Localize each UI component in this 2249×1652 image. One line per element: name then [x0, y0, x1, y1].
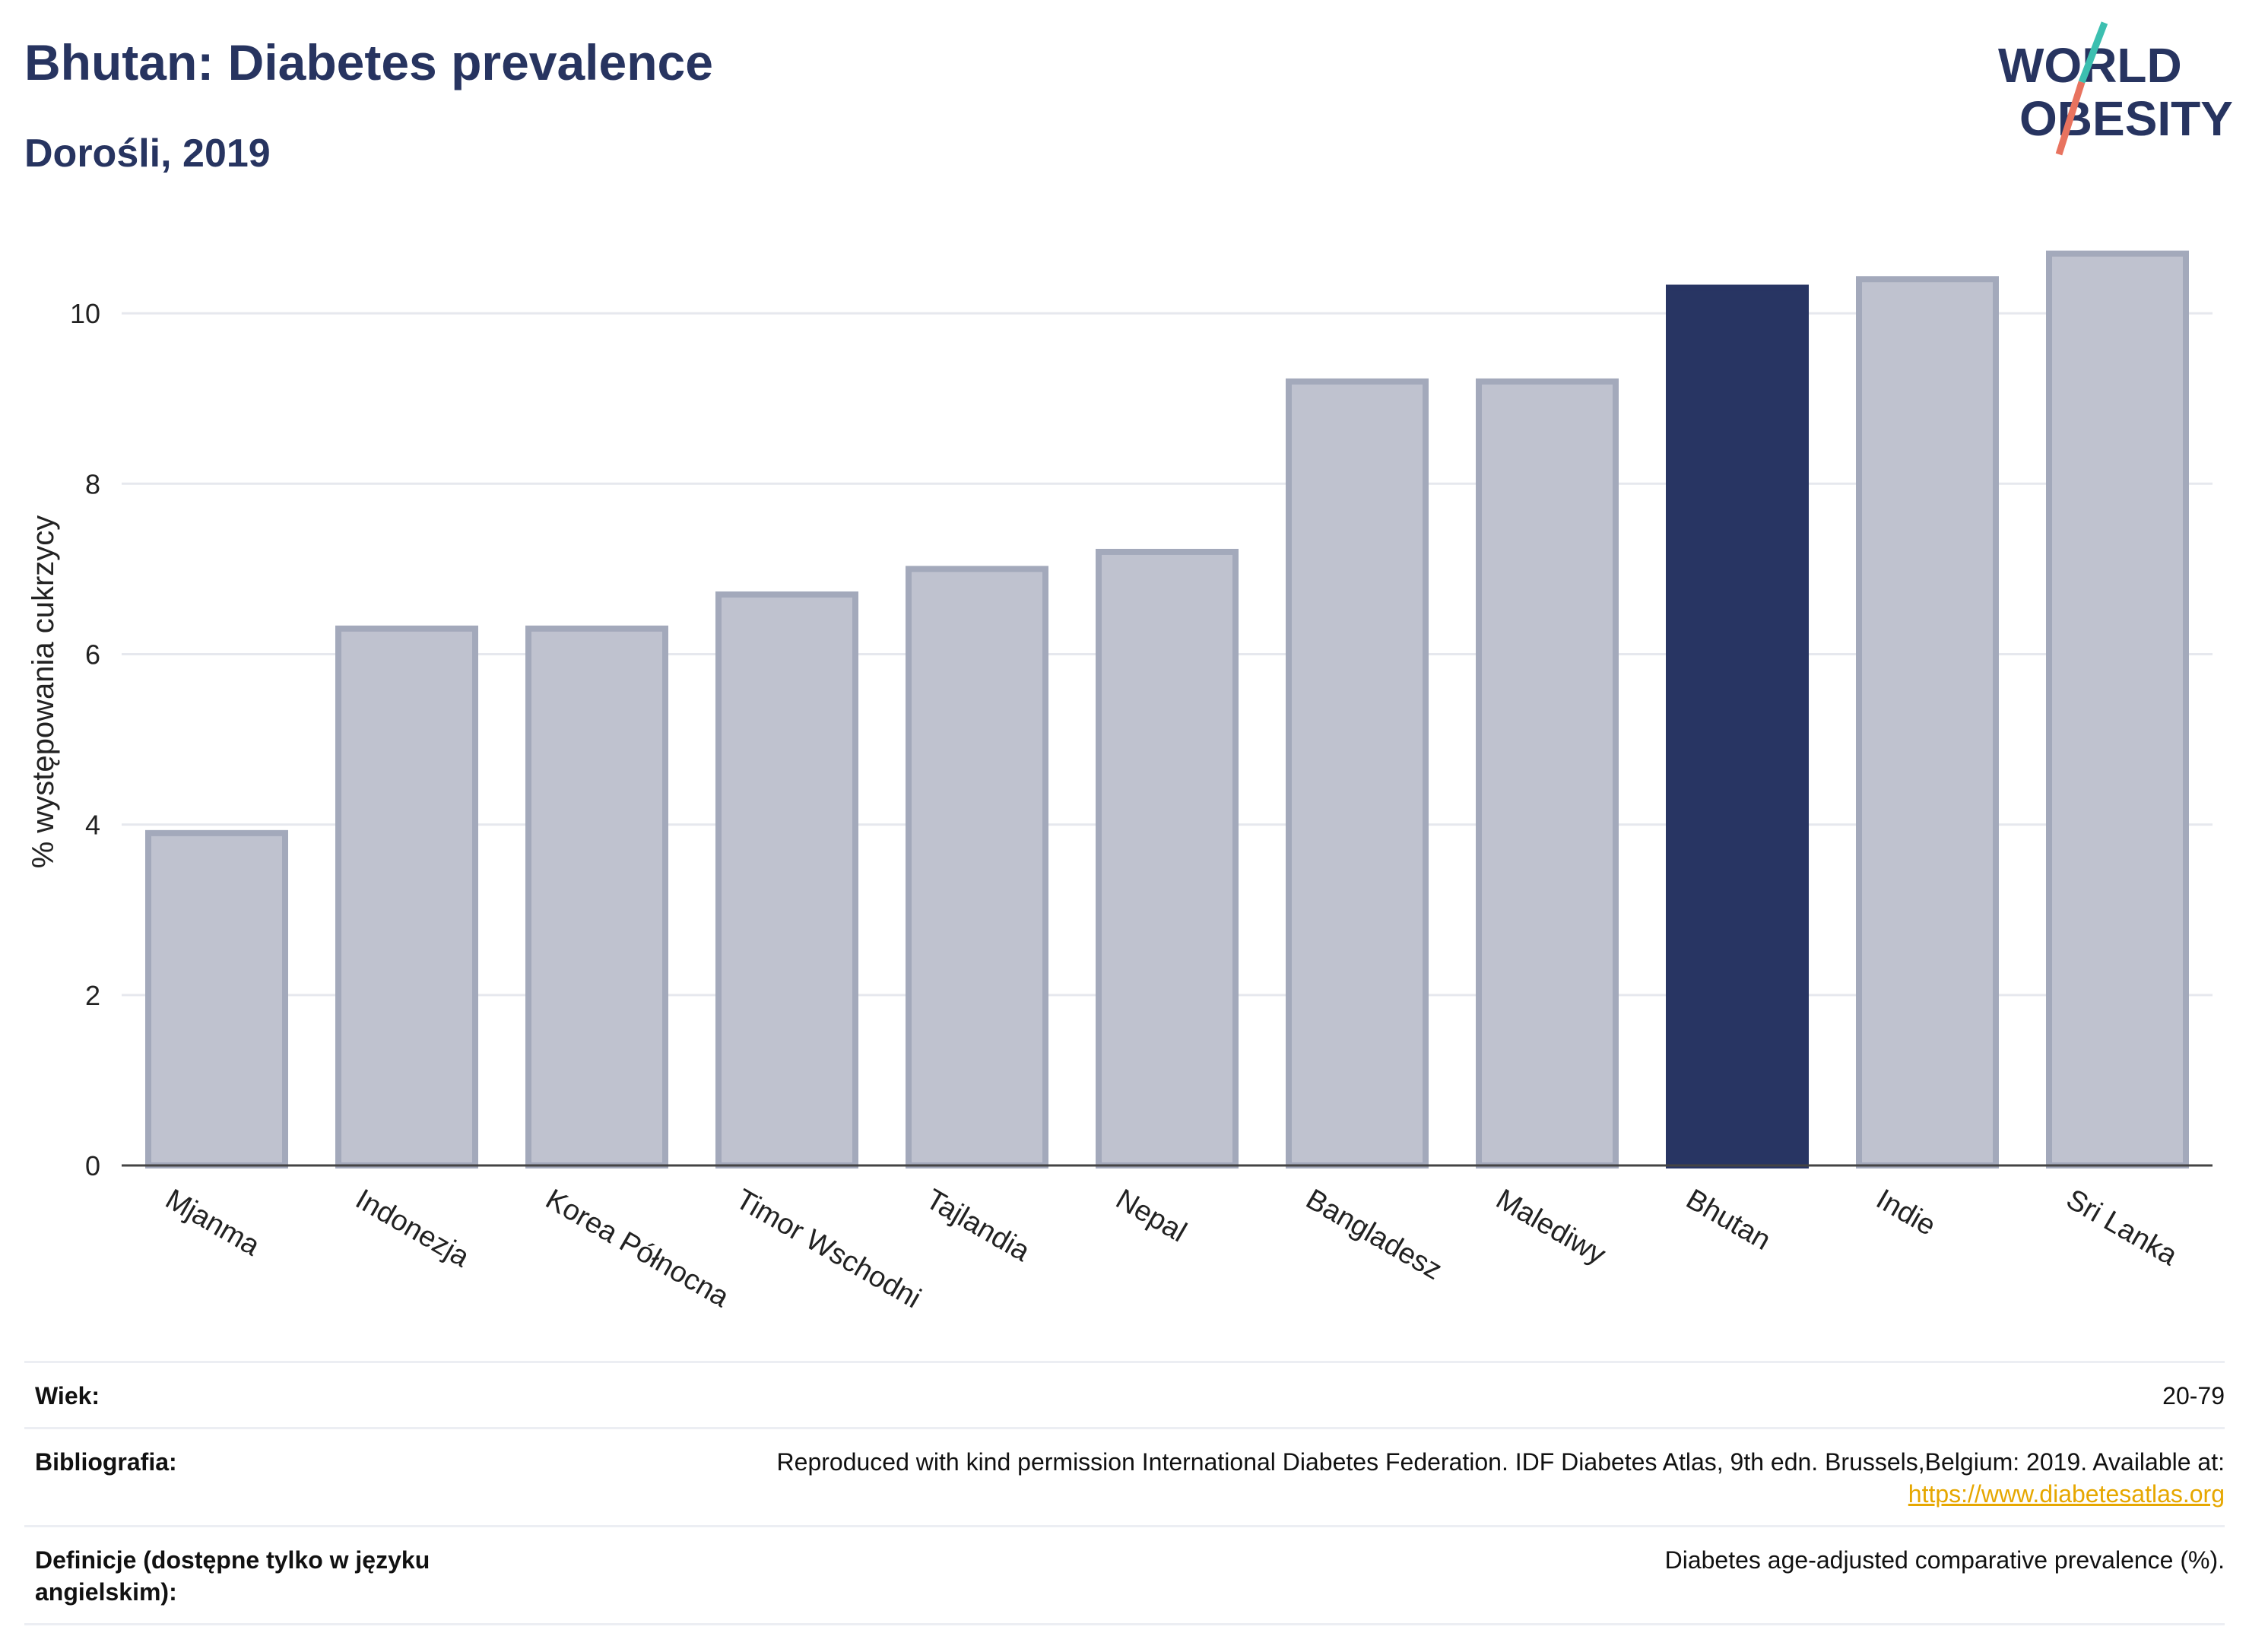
bar — [145, 829, 288, 1168]
chart-title: Bhutan: Diabetes prevalence — [24, 34, 713, 90]
meta-row-definition: Definicje (dostępne tylko w języku angie… — [24, 1525, 2225, 1625]
x-tick-label: Nepal — [1111, 1183, 1192, 1248]
y-tick-label: 10 — [70, 298, 100, 329]
meta-label: Bibliografia: — [35, 1448, 177, 1476]
bar — [1096, 548, 1239, 1168]
bar — [335, 625, 478, 1168]
y-tick-labels: 0 2 4 6 8 10 — [70, 298, 100, 1181]
diabetesatlas-link[interactable]: https://www.diabetesatlas.org — [1908, 1480, 2225, 1508]
x-tick-label: Tajlandia — [921, 1183, 1036, 1268]
bar-highlight — [1666, 284, 1809, 1168]
bar — [1286, 378, 1429, 1168]
meta-row-age: Wiek: 20-79 — [24, 1361, 2225, 1427]
bar — [1476, 378, 1619, 1168]
bars — [145, 250, 2189, 1169]
bar — [2046, 250, 2189, 1168]
x-tick-label: Bhutan — [1681, 1183, 1776, 1257]
y-tick-label: 6 — [85, 639, 100, 670]
svg-text:OBESITY: OBESITY — [2019, 91, 2233, 146]
bar — [906, 566, 1048, 1168]
meta-label: Definicje (dostępne tylko w języku angie… — [35, 1546, 430, 1606]
x-tick-label: Malediwy — [1491, 1183, 1611, 1271]
x-tick-label: Indie — [1871, 1183, 1941, 1242]
x-tick-label: Indonezja — [351, 1183, 475, 1273]
y-tick-label: 8 — [85, 468, 100, 499]
meta-value: Diabetes age-adjusted comparative preval… — [1664, 1546, 2225, 1574]
x-tick-label: Bangladesz — [1301, 1183, 1448, 1286]
x-tick-label: Mjanma — [160, 1183, 266, 1262]
meta-value: Reproduced with kind permission Internat… — [777, 1446, 2225, 1510]
metadata-table: Wiek: 20-79 Bibliografia: Reproduced wit… — [24, 1361, 2225, 1625]
meta-label: Wiek: — [35, 1382, 100, 1409]
x-tick-label: Timor Wschodni — [731, 1183, 927, 1314]
world-obesity-logo: WORLD OBESITY — [1998, 21, 2233, 156]
bar — [1856, 276, 1999, 1169]
y-axis-label: % występowania cukrzycy — [27, 515, 60, 869]
meta-value: 20-79 — [2162, 1382, 2225, 1409]
bar-chart: 0 2 4 6 8 10 Mjanma Indonezja Korea PółnocnaTim… — [27, 250, 2213, 1314]
bibliography-text: Reproduced with kind permission Internat… — [776, 1448, 2225, 1476]
x-tick-label: Korea Północna — [541, 1183, 735, 1314]
chart-subtitle: Dorośli, 2019 — [24, 132, 271, 176]
bar — [715, 591, 858, 1168]
y-tick-label: 4 — [85, 810, 100, 841]
y-tick-label: 2 — [85, 980, 100, 1011]
y-tick-label: 0 — [85, 1150, 100, 1181]
x-tick-label: Sri Lanka — [2061, 1183, 2184, 1272]
bar — [525, 625, 668, 1168]
meta-row-bibliography: Bibliografia: Reproduced with kind permi… — [24, 1427, 2225, 1525]
